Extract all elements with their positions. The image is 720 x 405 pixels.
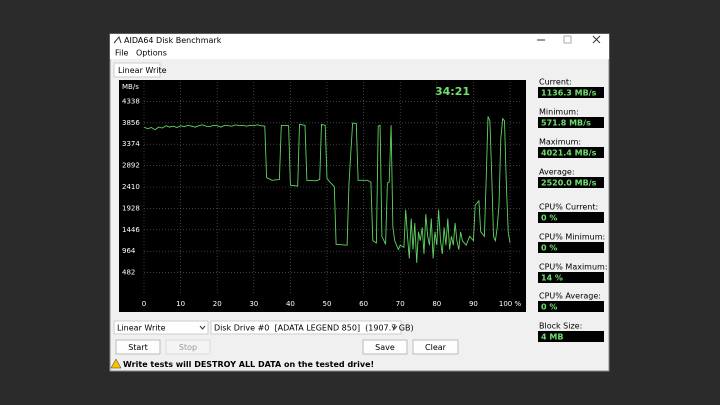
x-tick-label: 0 (142, 300, 146, 308)
stat-label: Average: (539, 168, 575, 177)
stat-box (538, 242, 604, 253)
timer: 34:21 (435, 85, 470, 98)
save-button[interactable] (362, 339, 408, 355)
test-select[interactable] (113, 320, 209, 335)
x-tick-label: 100 % (499, 300, 522, 308)
stat-label: CPU% Average: (539, 292, 601, 301)
test-select-value: Linear Write (117, 324, 166, 333)
app-icon (113, 35, 122, 44)
stat-value: 1136.3 MB/s (541, 89, 597, 98)
x-tick-label: 20 (213, 300, 222, 308)
x-tick-label: 40 (286, 300, 295, 308)
stat-box (538, 272, 604, 283)
stat-label: Current: (539, 78, 572, 87)
drive-select-value: Disk Drive #0 [ADATA LEGEND 850] (1907.7… (214, 324, 414, 333)
x-tick-label: 10 (176, 300, 185, 308)
stat-label: CPU% Maximum: (539, 263, 608, 272)
stat-value: 0 % (541, 303, 557, 312)
stats-panel: Current: 1136.3 MB/s Minimum: 571.8 MB/s Max… (538, 78, 608, 342)
stat-value: 14 % (541, 274, 563, 283)
stat-label: Block Size: (539, 322, 582, 331)
menu-item[interactable]: Options (136, 49, 167, 58)
stat-box (538, 117, 604, 128)
y-tick-label: 3856 (122, 119, 140, 127)
button-label: Clear (425, 343, 447, 352)
tab[interactable] (113, 62, 161, 78)
stat-label: CPU% Minimum: (539, 233, 605, 242)
x-tick-label: 60 (359, 300, 368, 308)
x-tick-label: 70 (396, 300, 405, 308)
x-tick-label: 30 (249, 300, 258, 308)
chart: 482 964 1446 1928 2410 2892 3374 3856 4338 0 10 20 3… (122, 82, 522, 308)
y-tick-label: 1928 (122, 204, 140, 212)
stat-value: 571.8 MB/s (541, 119, 591, 128)
stat-label: CPU% Current: (539, 203, 598, 212)
title-bar (110, 34, 609, 47)
window-title: AIDA64 Disk Benchmark (124, 36, 222, 45)
button-label: Stop (179, 343, 197, 352)
maximize-button[interactable] (563, 35, 572, 44)
tab-label: Linear Write (118, 66, 167, 75)
stat-label: Minimum: (539, 108, 579, 117)
warning-icon (110, 358, 122, 369)
y-tick-label: 1446 (122, 226, 140, 234)
x-tick-label: 80 (432, 300, 441, 308)
start-button[interactable] (115, 339, 161, 355)
chevron (199, 325, 206, 330)
button-label: Save (375, 343, 395, 352)
y-tick-label: 2892 (122, 162, 140, 170)
y-tick-label: 2410 (122, 183, 140, 191)
button-label: Start (128, 343, 148, 352)
clear-button[interactable] (412, 339, 459, 355)
stat-value: 4021.4 MB/s (541, 149, 597, 158)
stat-box (538, 177, 604, 188)
data-line (143, 116, 511, 263)
chevron (391, 325, 398, 330)
stat-value: 2520.0 MB/s (541, 179, 597, 188)
plot-area (119, 80, 526, 312)
stat-box (538, 301, 604, 312)
x-tick-label: 50 (323, 300, 332, 308)
menu-bar (110, 47, 609, 59)
y-tick-label: 4338 (122, 97, 140, 105)
stop-button[interactable] (165, 339, 211, 355)
stat-box (538, 212, 604, 223)
stat-value: 0 % (541, 214, 557, 223)
stat-value: 4 MB (541, 333, 563, 342)
stat-box (538, 331, 604, 342)
x-tick-label: 90 (469, 300, 478, 308)
warning-text: Write tests will DESTROY ALL DATA on the… (123, 360, 374, 369)
stat-label: Maximum: (539, 138, 581, 147)
y-tick-label: 3374 (122, 140, 140, 148)
stat-value: 0 % (541, 244, 557, 253)
menu-item[interactable]: File (115, 49, 128, 58)
y-unit: MB/s (122, 83, 139, 91)
stat-box (538, 147, 604, 158)
y-tick-label: 482 (122, 269, 135, 277)
close-button[interactable] (592, 35, 601, 44)
drive-select[interactable] (210, 320, 402, 335)
stat-box (538, 87, 604, 98)
y-tick-label: 964 (122, 247, 136, 255)
